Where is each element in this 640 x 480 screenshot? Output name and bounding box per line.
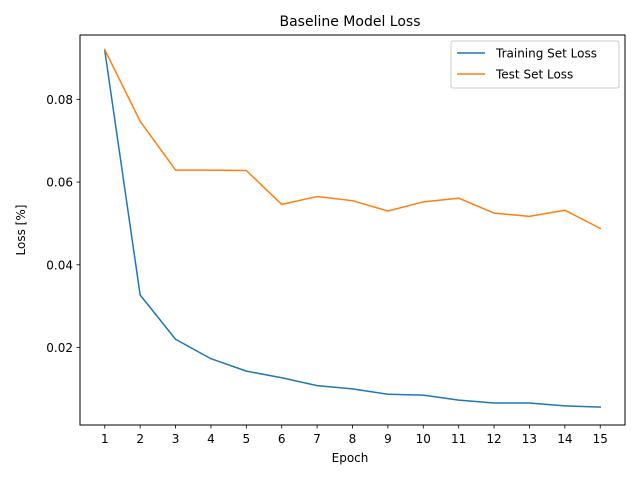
plot-frame [79, 34, 626, 426]
x-tick-label: 13 [522, 432, 537, 446]
y-tick-label: 0.02 [46, 341, 73, 355]
y-axis: 0.02 0.04 0.06 0.08 [46, 93, 80, 355]
y-tick-label: 0.06 [46, 176, 73, 190]
legend-label-2: Test Set Loss [495, 68, 573, 82]
x-axis-label: Epoch [332, 451, 369, 465]
x-tick-label: 1 [101, 432, 109, 446]
x-tick-label: 9 [384, 432, 392, 446]
y-axis-label: Loss [%] [14, 205, 28, 256]
x-tick-label: 10 [416, 432, 431, 446]
x-tick-label: 11 [451, 432, 466, 446]
plot-lines [103, 48, 602, 408]
y-tick-label: 0.08 [46, 93, 73, 107]
x-tick-label: 15 [593, 432, 608, 446]
legend: Training Set Loss Test Set Loss [450, 40, 620, 89]
series-line-1 [103, 49, 602, 408]
x-tick-label: 5 [243, 432, 251, 446]
x-tick-label: 8 [349, 432, 357, 446]
x-tick-label: 3 [172, 432, 180, 446]
x-axis: 1 2 3 4 5 6 7 8 9 10 11 12 13 14 15 [101, 425, 608, 446]
chart-title: Baseline Model Loss [280, 14, 421, 30]
x-tick-label: 12 [486, 432, 501, 446]
x-tick-label: 14 [557, 432, 572, 446]
x-tick-label: 4 [207, 432, 215, 446]
x-tick-label: 7 [313, 432, 321, 446]
legend-label-1: Training Set Loss [495, 47, 597, 61]
x-tick-label: 2 [136, 432, 144, 446]
legend-frame [450, 40, 620, 89]
x-tick-label: 6 [278, 432, 286, 446]
y-tick-label: 0.04 [46, 258, 73, 272]
series-line-2 [103, 48, 602, 230]
